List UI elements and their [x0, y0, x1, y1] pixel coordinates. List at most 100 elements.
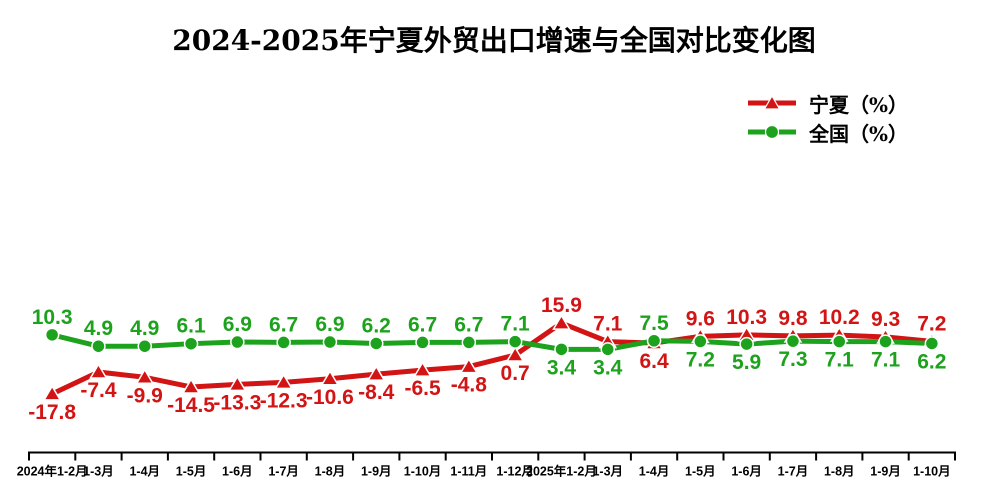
data-marker-triangle	[320, 369, 340, 386]
data-marker-circle	[183, 336, 199, 351]
data-label: 6.9	[223, 313, 252, 336]
x-axis-label: 1-10月	[913, 465, 951, 479]
x-axis-label: 1-5月	[176, 465, 207, 479]
data-label: 10.3	[726, 306, 767, 329]
x-axis-label: 1-5月	[685, 465, 716, 479]
data-marker-triangle	[274, 373, 293, 390]
data-marker-circle	[230, 334, 245, 350]
data-marker-triangle	[42, 384, 62, 401]
data-label: 5.9	[732, 351, 761, 374]
data-label: 6.2	[917, 350, 946, 373]
circle-marker-icon	[764, 124, 780, 140]
data-marker-circle	[785, 333, 801, 349]
data-label: -13.3	[213, 391, 261, 414]
x-axis-label: 1-9月	[870, 465, 901, 479]
legend-swatch-red-triangle-icon	[747, 95, 796, 110]
x-axis-label: 2025年1-2月	[526, 464, 597, 479]
data-label: 7.1	[501, 313, 531, 336]
data-label: -7.4	[80, 379, 117, 402]
x-axis-label: 1-6月	[731, 465, 762, 479]
data-label: 3.4	[593, 356, 623, 379]
x-axis-label: 1-4月	[639, 465, 670, 479]
data-label: 7.1	[871, 349, 901, 372]
data-label: 15.9	[541, 294, 582, 317]
data-marker-circle	[276, 335, 291, 350]
x-axis-label: 1-9月	[361, 465, 392, 479]
data-marker-circle	[461, 335, 477, 350]
legend-label-national: 全国（%）	[808, 121, 908, 146]
data-label: 3.4	[547, 356, 577, 379]
data-marker-circle	[91, 338, 106, 354]
data-marker-triangle	[459, 357, 479, 374]
data-label: 7.2	[686, 348, 715, 371]
series-line-0	[49, 320, 935, 397]
data-marker-triangle	[135, 368, 155, 385]
data-label: 9.8	[778, 307, 808, 330]
data-label: 7.1	[825, 349, 855, 372]
data-label: 10.3	[32, 306, 73, 329]
data-label: -14.5	[167, 394, 215, 417]
data-label: 9.6	[686, 307, 715, 330]
legend-item-national: 全国（%）	[747, 119, 908, 146]
data-marker-triangle	[89, 363, 108, 379]
data-marker-circle	[600, 342, 615, 357]
data-label: 6.7	[408, 313, 437, 336]
legend: 宁夏（%） 全国（%）	[747, 90, 908, 146]
data-label: 6.2	[362, 314, 391, 337]
data-marker-triangle	[552, 314, 571, 330]
data-label: 10.2	[819, 306, 860, 329]
data-label: -10.6	[306, 386, 354, 409]
legend-swatch-green-circle-icon	[747, 124, 796, 140]
data-label: 6.7	[454, 313, 483, 336]
x-axis-label: 1-3月	[592, 465, 623, 479]
data-label: -9.9	[127, 384, 163, 407]
x-axis-label: 1-11月	[450, 465, 487, 479]
data-label: -12.3	[260, 389, 308, 412]
data-label: 9.3	[871, 308, 900, 331]
data-marker-circle	[137, 338, 152, 354]
x-axis-label: 1-10月	[404, 465, 442, 479]
data-label: 7.3	[778, 348, 807, 371]
data-marker-triangle	[413, 361, 432, 377]
x-axis-label: 1-7月	[268, 465, 299, 479]
data-marker-circle	[646, 333, 662, 348]
data-marker-circle	[878, 334, 893, 349]
data-marker-circle	[369, 336, 384, 351]
data-label: 6.1	[176, 315, 206, 338]
x-axis-label: 2024年1-2月	[17, 464, 88, 479]
data-marker-circle	[507, 334, 523, 349]
x-axis-label: 1-3月	[83, 465, 114, 479]
data-marker-circle	[415, 335, 430, 350]
x-axis-label: 1-12月	[496, 465, 534, 479]
data-marker-circle	[554, 342, 569, 357]
data-marker-circle	[44, 327, 60, 343]
data-label: 6.7	[269, 313, 298, 336]
data-marker-triangle	[505, 346, 525, 362]
x-axis-label: 1-4月	[129, 465, 160, 479]
data-label: 6.4	[639, 350, 669, 373]
legend-item-ningxia: 宁夏（%）	[747, 90, 908, 117]
data-marker-circle	[693, 334, 708, 349]
data-marker-triangle	[366, 365, 386, 381]
data-label: 0.7	[501, 362, 530, 385]
data-marker-circle	[832, 334, 847, 349]
data-label: 4.9	[130, 317, 159, 340]
x-axis-label: 1-8月	[824, 465, 855, 479]
data-marker-triangle	[181, 377, 201, 394]
data-label: 7.2	[917, 312, 946, 335]
legend-label-ningxia: 宁夏（%）	[808, 92, 908, 117]
chart-title: 2024-2025年宁夏外贸出口增速与全国对比变化图	[172, 24, 816, 57]
x-axis-label: 1-8月	[315, 465, 346, 479]
data-label: 6.9	[315, 313, 344, 336]
data-label: -8.4	[358, 381, 395, 404]
x-axis-label: 1-6月	[222, 465, 253, 479]
data-label: -17.8	[28, 401, 76, 424]
data-label: 4.9	[84, 317, 113, 340]
data-marker-triangle	[228, 375, 247, 392]
data-marker-circle	[322, 334, 338, 350]
data-marker-circle	[739, 336, 754, 352]
data-marker-circle	[924, 336, 940, 351]
data-label: -4.8	[451, 374, 488, 397]
